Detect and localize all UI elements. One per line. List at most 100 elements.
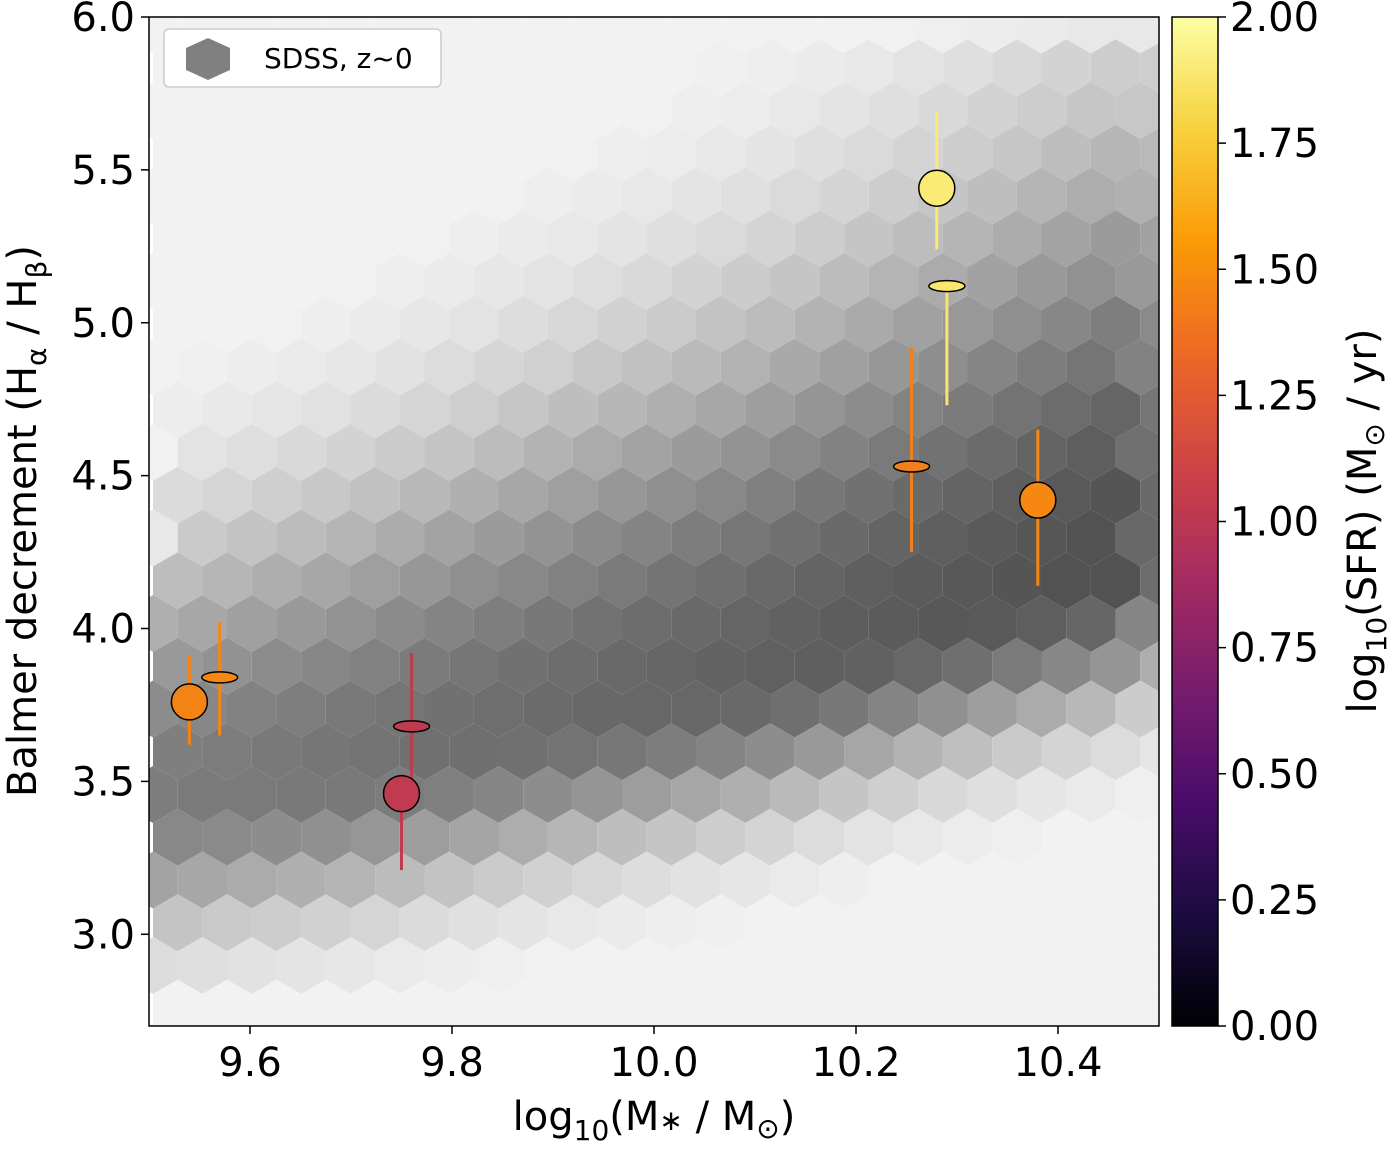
- hexbin-cell: [1041, 808, 1091, 866]
- hexbin-cell: [295, 1022, 308, 1026]
- hexbin-cell: [696, 466, 746, 524]
- hexbin-cell: [942, 210, 993, 268]
- hexbin-cell: [844, 39, 894, 97]
- hexbin-cell: [177, 82, 227, 139]
- hexbin-cell: [622, 851, 672, 909]
- hexbin-cell: [794, 124, 845, 182]
- hexbin-cell: [350, 124, 400, 182]
- hexbin-cell: [492, 1022, 505, 1026]
- hexbin-cell: [1041, 637, 1091, 695]
- hexbin-cell: [918, 82, 968, 139]
- hexbin-cell: [1115, 595, 1159, 652]
- hexbin-cell: [696, 723, 746, 781]
- hexbin-cell: [149, 253, 178, 310]
- hexbin-cell: [245, 1022, 258, 1026]
- hexbin-cell: [942, 552, 993, 610]
- hexbin-cell: [622, 167, 672, 225]
- hexbin-cell: [375, 167, 425, 225]
- hexbin-cell: [251, 295, 302, 353]
- hexbin-cell: [449, 894, 499, 952]
- hexbin-cell: [646, 466, 696, 524]
- hexbin-cell: [375, 851, 425, 909]
- hexbin-cell: [1041, 979, 1091, 1026]
- hexbin-cell: [622, 82, 672, 139]
- hexbin-cell: [399, 295, 450, 353]
- hexbin-cell: [251, 723, 302, 781]
- hexbin-cell: [449, 979, 499, 1026]
- hexbin-cell: [276, 424, 326, 481]
- hexbin-cell: [844, 723, 894, 781]
- hexbin-cell: [992, 124, 1042, 182]
- hexbin-cell: [794, 381, 845, 439]
- hexbin-cell: [794, 979, 845, 1026]
- hexbin-cell: [1041, 381, 1091, 439]
- hexbin-cell: [350, 381, 400, 439]
- hexbin-cell: [868, 851, 919, 909]
- hexbin-cell: [523, 82, 573, 139]
- hexbin-cell: [424, 338, 474, 396]
- hexbin-cell: [177, 595, 227, 652]
- hexbin-cell: [153, 124, 203, 182]
- y-tick-label: 6.0: [71, 0, 135, 41]
- hexbin-cell: [473, 509, 524, 567]
- hexbin-cell: [591, 1022, 604, 1026]
- hexbin-cell: [1140, 897, 1159, 948]
- hexbin-cell: [325, 595, 376, 652]
- hexbin-cell: [597, 210, 647, 268]
- hexbin-cell: [770, 424, 820, 481]
- hexbin-cell: [844, 124, 894, 182]
- hexbin-cell: [893, 210, 943, 268]
- hexbin-cell: [1115, 253, 1159, 310]
- hexbin-cell: [745, 210, 795, 268]
- hexbin-cell: [375, 937, 425, 994]
- hexbin-cell: [424, 937, 474, 994]
- hexbin-cell: [153, 381, 203, 439]
- hexbin-cell: [868, 17, 919, 54]
- hexbin-cell: [375, 424, 425, 481]
- hexbin-cell: [671, 766, 721, 823]
- hexbin-cell: [1084, 1022, 1097, 1026]
- colorbar-tick-label: 0.50: [1230, 752, 1319, 798]
- hexbin-cell: [1090, 39, 1141, 97]
- hexbin-cell: [227, 766, 277, 823]
- hexbin-cell: [572, 167, 622, 225]
- hexbin-cell: [424, 253, 474, 310]
- hexbin-cell: [393, 1022, 406, 1026]
- hexbin-cell: [572, 338, 622, 396]
- hexbin-cell: [473, 338, 524, 396]
- hexbin-cell: [745, 723, 795, 781]
- legend-hexagon-icon: [186, 38, 230, 80]
- hexbin-cell: [942, 295, 993, 353]
- hexbin-cell: [1016, 167, 1067, 225]
- hexbin-cell: [770, 82, 820, 139]
- hexbin-cell: [720, 424, 770, 481]
- hexbin-cell: [498, 808, 548, 866]
- hexbin-cell: [325, 851, 376, 909]
- hexbin-cell: [794, 295, 845, 353]
- hexbin-cell: [1140, 812, 1159, 863]
- hexbin-cell: [149, 766, 178, 823]
- hexbin-cell: [942, 637, 993, 695]
- hexbin-cell: [424, 82, 474, 139]
- hexbin-cell: [844, 466, 894, 524]
- hexbin-cell: [177, 424, 227, 481]
- data-point-circle: [382, 774, 421, 813]
- hexbin-cell: [646, 210, 696, 268]
- hexbin-cell: [1140, 384, 1159, 435]
- hexbin-cell: [350, 552, 400, 610]
- x-axis-ticks: 9.6 9.8 10.0 10.2 10.4: [218, 1026, 1103, 1086]
- hexbin-cell: [597, 295, 647, 353]
- hexbin-cell: [770, 509, 820, 567]
- hexbin-cell: [449, 466, 499, 524]
- hexbin-cell: [1115, 17, 1159, 54]
- colorbar-tick-label: 0.00: [1230, 1004, 1319, 1050]
- hexbin-cell: [671, 253, 721, 310]
- hexbin-cell: [1041, 210, 1091, 268]
- hexbin-cell: [1016, 17, 1067, 54]
- hexbin-cell: [325, 253, 376, 310]
- hexbin-cell: [498, 552, 548, 610]
- hexbin-cell: [819, 680, 869, 738]
- hexbin-cell: [646, 124, 696, 182]
- hexbin-cell: [918, 17, 968, 54]
- hexbin-cell: [1115, 424, 1159, 481]
